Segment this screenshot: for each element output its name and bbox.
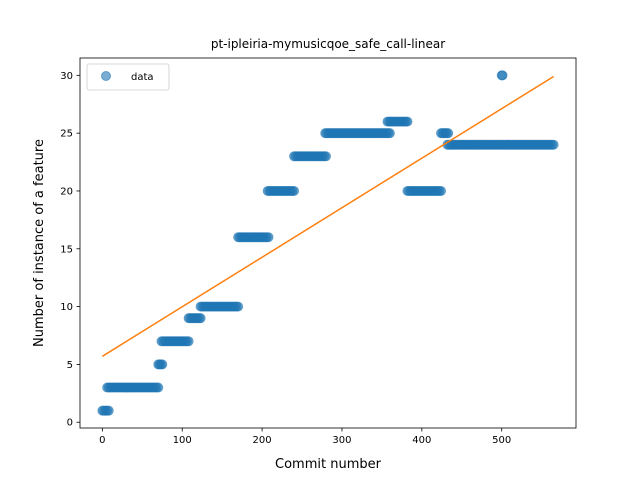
data-point <box>436 185 447 196</box>
y-tick-label: 10 <box>60 302 73 313</box>
y-tick-label: 0 <box>67 418 73 429</box>
data-point <box>263 232 274 243</box>
y-tick-label: 30 <box>60 71 73 82</box>
data-series-segment <box>320 128 395 139</box>
data-series-segment <box>382 116 413 127</box>
y-tick-label: 5 <box>67 360 73 371</box>
legend: data <box>86 63 170 91</box>
data-point <box>289 185 300 196</box>
data-point <box>443 128 454 139</box>
axis-ticks: 0 100 200 300 400 500 0 5 10 15 20 25 30 <box>60 71 511 446</box>
legend-label: data <box>131 72 154 83</box>
data-point <box>153 382 164 393</box>
plot-area <box>97 70 559 416</box>
x-tick-label: 100 <box>173 435 192 446</box>
axes-frame <box>79 57 577 429</box>
x-tick-label: 500 <box>492 435 511 446</box>
fit-line <box>101 75 555 357</box>
data-series-segment <box>153 359 168 370</box>
data-series-segment <box>156 336 194 347</box>
data-point <box>384 128 395 139</box>
y-tick-label: 15 <box>60 244 73 255</box>
data-point <box>157 359 168 370</box>
y-tick-label: 25 <box>60 129 73 140</box>
legend-marker <box>101 71 111 81</box>
data-series-segment <box>289 151 331 162</box>
y-axis-label: Number of instance of a feature <box>32 139 47 347</box>
data-point <box>321 151 331 162</box>
data-point <box>103 405 114 416</box>
data-point <box>497 70 508 81</box>
data-series-segment <box>195 301 244 312</box>
chart-title: pt-ipleiria-mymusicqoe_safe_call-linear <box>211 37 445 51</box>
data-point <box>195 313 206 324</box>
y-tick-label: 20 <box>60 186 73 197</box>
data-series-segment <box>496 70 508 81</box>
data-series-segment <box>102 382 164 393</box>
data-series-segment <box>233 232 274 243</box>
data-point <box>548 139 559 150</box>
data-point <box>183 336 194 347</box>
data-series-segment <box>498 139 559 150</box>
legend-box <box>86 63 170 91</box>
data-series-segment <box>402 185 447 196</box>
fit-line-layer <box>101 75 555 357</box>
data-series-segment <box>442 139 507 150</box>
x-axis-label: Commit number <box>275 457 382 472</box>
data-series-segment <box>97 405 114 416</box>
data-point <box>233 301 244 312</box>
data-point <box>402 116 413 127</box>
data-series-segment <box>436 128 454 139</box>
x-tick-label: 300 <box>332 435 351 446</box>
x-tick-label: 0 <box>99 435 105 446</box>
data-series-segment <box>262 185 300 196</box>
x-tick-label: 200 <box>253 435 272 446</box>
data-series-segment <box>183 313 206 324</box>
x-tick-label: 400 <box>412 435 431 446</box>
